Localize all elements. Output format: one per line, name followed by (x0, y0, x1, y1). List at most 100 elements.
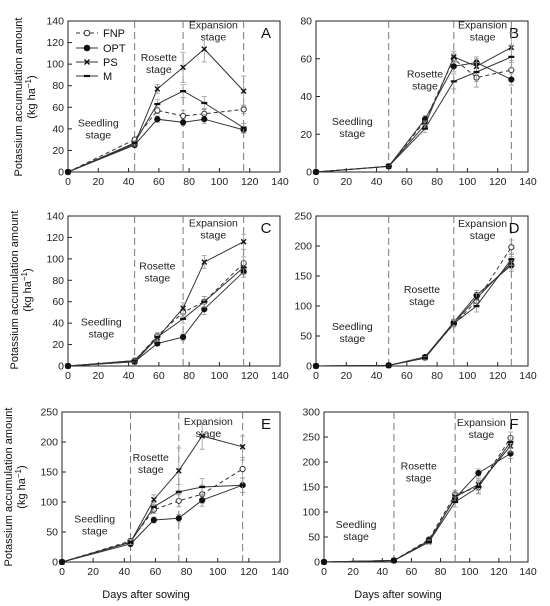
data-point (155, 117, 160, 122)
stage-label-line: Seedling (78, 118, 119, 130)
plot-frame (316, 21, 528, 172)
stage-label-line: Rosette (141, 52, 177, 64)
y-axis-title-row1: Potassium accumulation amount (kg ha−1) (13, 18, 38, 177)
ylabel-line1: Potassium accumulation amount (13, 18, 25, 177)
y-tick-label: 120 (46, 37, 64, 49)
y-tick-label: 80 (52, 275, 64, 287)
legend-label-m: M (103, 71, 112, 83)
svg-text:(kg ha−1): (kg ha−1) (20, 268, 34, 311)
x-tick-label: 120 (241, 176, 259, 188)
y-axis-title-row2: Potassium accumulation amount (kg ha−1) (9, 211, 34, 370)
x-tick-label: 0 (65, 370, 71, 382)
stage-label: Expansion stage (457, 417, 506, 441)
x-tick-label: 140 (271, 370, 289, 382)
y-tick-label: 80 (300, 16, 312, 28)
stage-label-line: Expansion (458, 20, 507, 32)
x-tick-label: 20 (340, 370, 352, 382)
stage-label-line: Rosette (404, 284, 440, 296)
svg-text:(kg ha−1): (kg ha−1) (14, 465, 28, 508)
data-point (176, 516, 181, 521)
stage-label-line: Seedling (332, 321, 373, 333)
stage-label: Seedling stage (74, 513, 115, 537)
y-tick-label: 20 (52, 145, 64, 157)
y-tick-label: 150 (302, 482, 320, 494)
stage-label-line: stage (82, 525, 108, 537)
svg-text:Potassium accumulation amount: Potassium accumulation amount (13, 18, 25, 177)
data-point (200, 498, 205, 503)
x-tick-label: 60 (153, 370, 165, 382)
x-tick-label: 140 (271, 566, 289, 578)
x-tick-label: 40 (371, 370, 383, 382)
x-tick-label: 60 (401, 176, 413, 188)
x-tick-label: 100 (461, 566, 479, 578)
data-point (180, 120, 185, 125)
legend-label-fnp: FNP (103, 28, 125, 40)
stage-label: Expansion stage (184, 416, 233, 440)
series-m (321, 436, 514, 562)
ylabel-line2: (kg ha (22, 280, 34, 311)
x-tick-label: 60 (406, 566, 418, 578)
x-tick-label: 140 (519, 176, 537, 188)
panel-letter: F (509, 416, 518, 433)
stage-label: Expansion stage (189, 20, 238, 44)
stage-label-line: Seedling (332, 116, 373, 128)
y-tick-label: 100 (46, 253, 64, 265)
y-tick-label: 140 (46, 16, 64, 28)
x-tick-label: 20 (340, 176, 352, 188)
stage-label-line: stage (343, 531, 369, 543)
panel-e: 0 20 40 60 80 100 120 140050100150200250Seedlin… (40, 407, 288, 579)
x-tick-label: 60 (150, 566, 162, 578)
filled-circle-icon (84, 45, 90, 51)
y-tick-label: 0 (58, 167, 64, 179)
x-axis-title-left: Days after sowing (102, 589, 189, 601)
x-tick-label: 100 (211, 370, 229, 382)
y-tick-label: 20 (52, 339, 64, 351)
stage-label-line: stage (406, 473, 432, 485)
x-tick-label: 120 (490, 566, 508, 578)
y-tick-label: 0 (58, 361, 64, 373)
stage-label-line: stage (85, 130, 111, 142)
data-point (240, 466, 245, 471)
y-tick-label: 20 (300, 129, 312, 141)
ylabel-line2: (kg ha (26, 87, 38, 118)
x-tick-label: 20 (92, 370, 104, 382)
series-m (313, 253, 514, 366)
x-tick-label: 40 (123, 370, 135, 382)
data-point (151, 517, 156, 522)
x-tick-label: 40 (371, 176, 383, 188)
panel-letter: E (261, 416, 271, 433)
x-tick-label: 40 (123, 176, 135, 188)
series-line-ps (316, 47, 511, 172)
series-fnp (321, 432, 513, 565)
x-tick-label: 60 (401, 370, 413, 382)
stage-label-line: Rosette (139, 261, 175, 273)
data-point (202, 117, 207, 122)
ylabel-line1: Potassium accumulation amount (9, 211, 21, 370)
svg-text:(kg ha−1): (kg ha−1) (24, 75, 38, 118)
stage-label: Rosette stage (401, 461, 437, 485)
series-ps (322, 440, 513, 564)
series-m (313, 46, 514, 172)
stage-label: Seedling stage (332, 116, 373, 140)
stage-label-line: stage (201, 230, 227, 242)
series-line-m (316, 259, 511, 366)
y-tick-label: 300 (302, 407, 320, 419)
legend-entry-opt: OPT (76, 43, 126, 55)
series-ps (60, 423, 246, 565)
ylabel-line2: (kg ha (16, 477, 28, 508)
y-tick-label: 50 (300, 331, 312, 343)
y-tick-label: 0 (306, 167, 312, 179)
stage-label: Rosette stage (133, 452, 169, 476)
ylabel-line1: Potassium accumulation amount (3, 408, 15, 567)
series-ps (66, 234, 247, 368)
x-tick-label: 20 (92, 176, 104, 188)
legend: FNP OPT PS M (76, 28, 126, 83)
x-tick-label: 140 (519, 370, 537, 382)
legend-label-opt: OPT (103, 43, 126, 55)
legend-entry-m: M (76, 71, 112, 83)
x-tick-label: 40 (376, 566, 388, 578)
y-tick-label: 150 (294, 271, 312, 283)
x-tick-label: 100 (459, 176, 477, 188)
y-tick-label: 100 (302, 507, 320, 519)
stage-label-line: Rosette (401, 461, 437, 473)
